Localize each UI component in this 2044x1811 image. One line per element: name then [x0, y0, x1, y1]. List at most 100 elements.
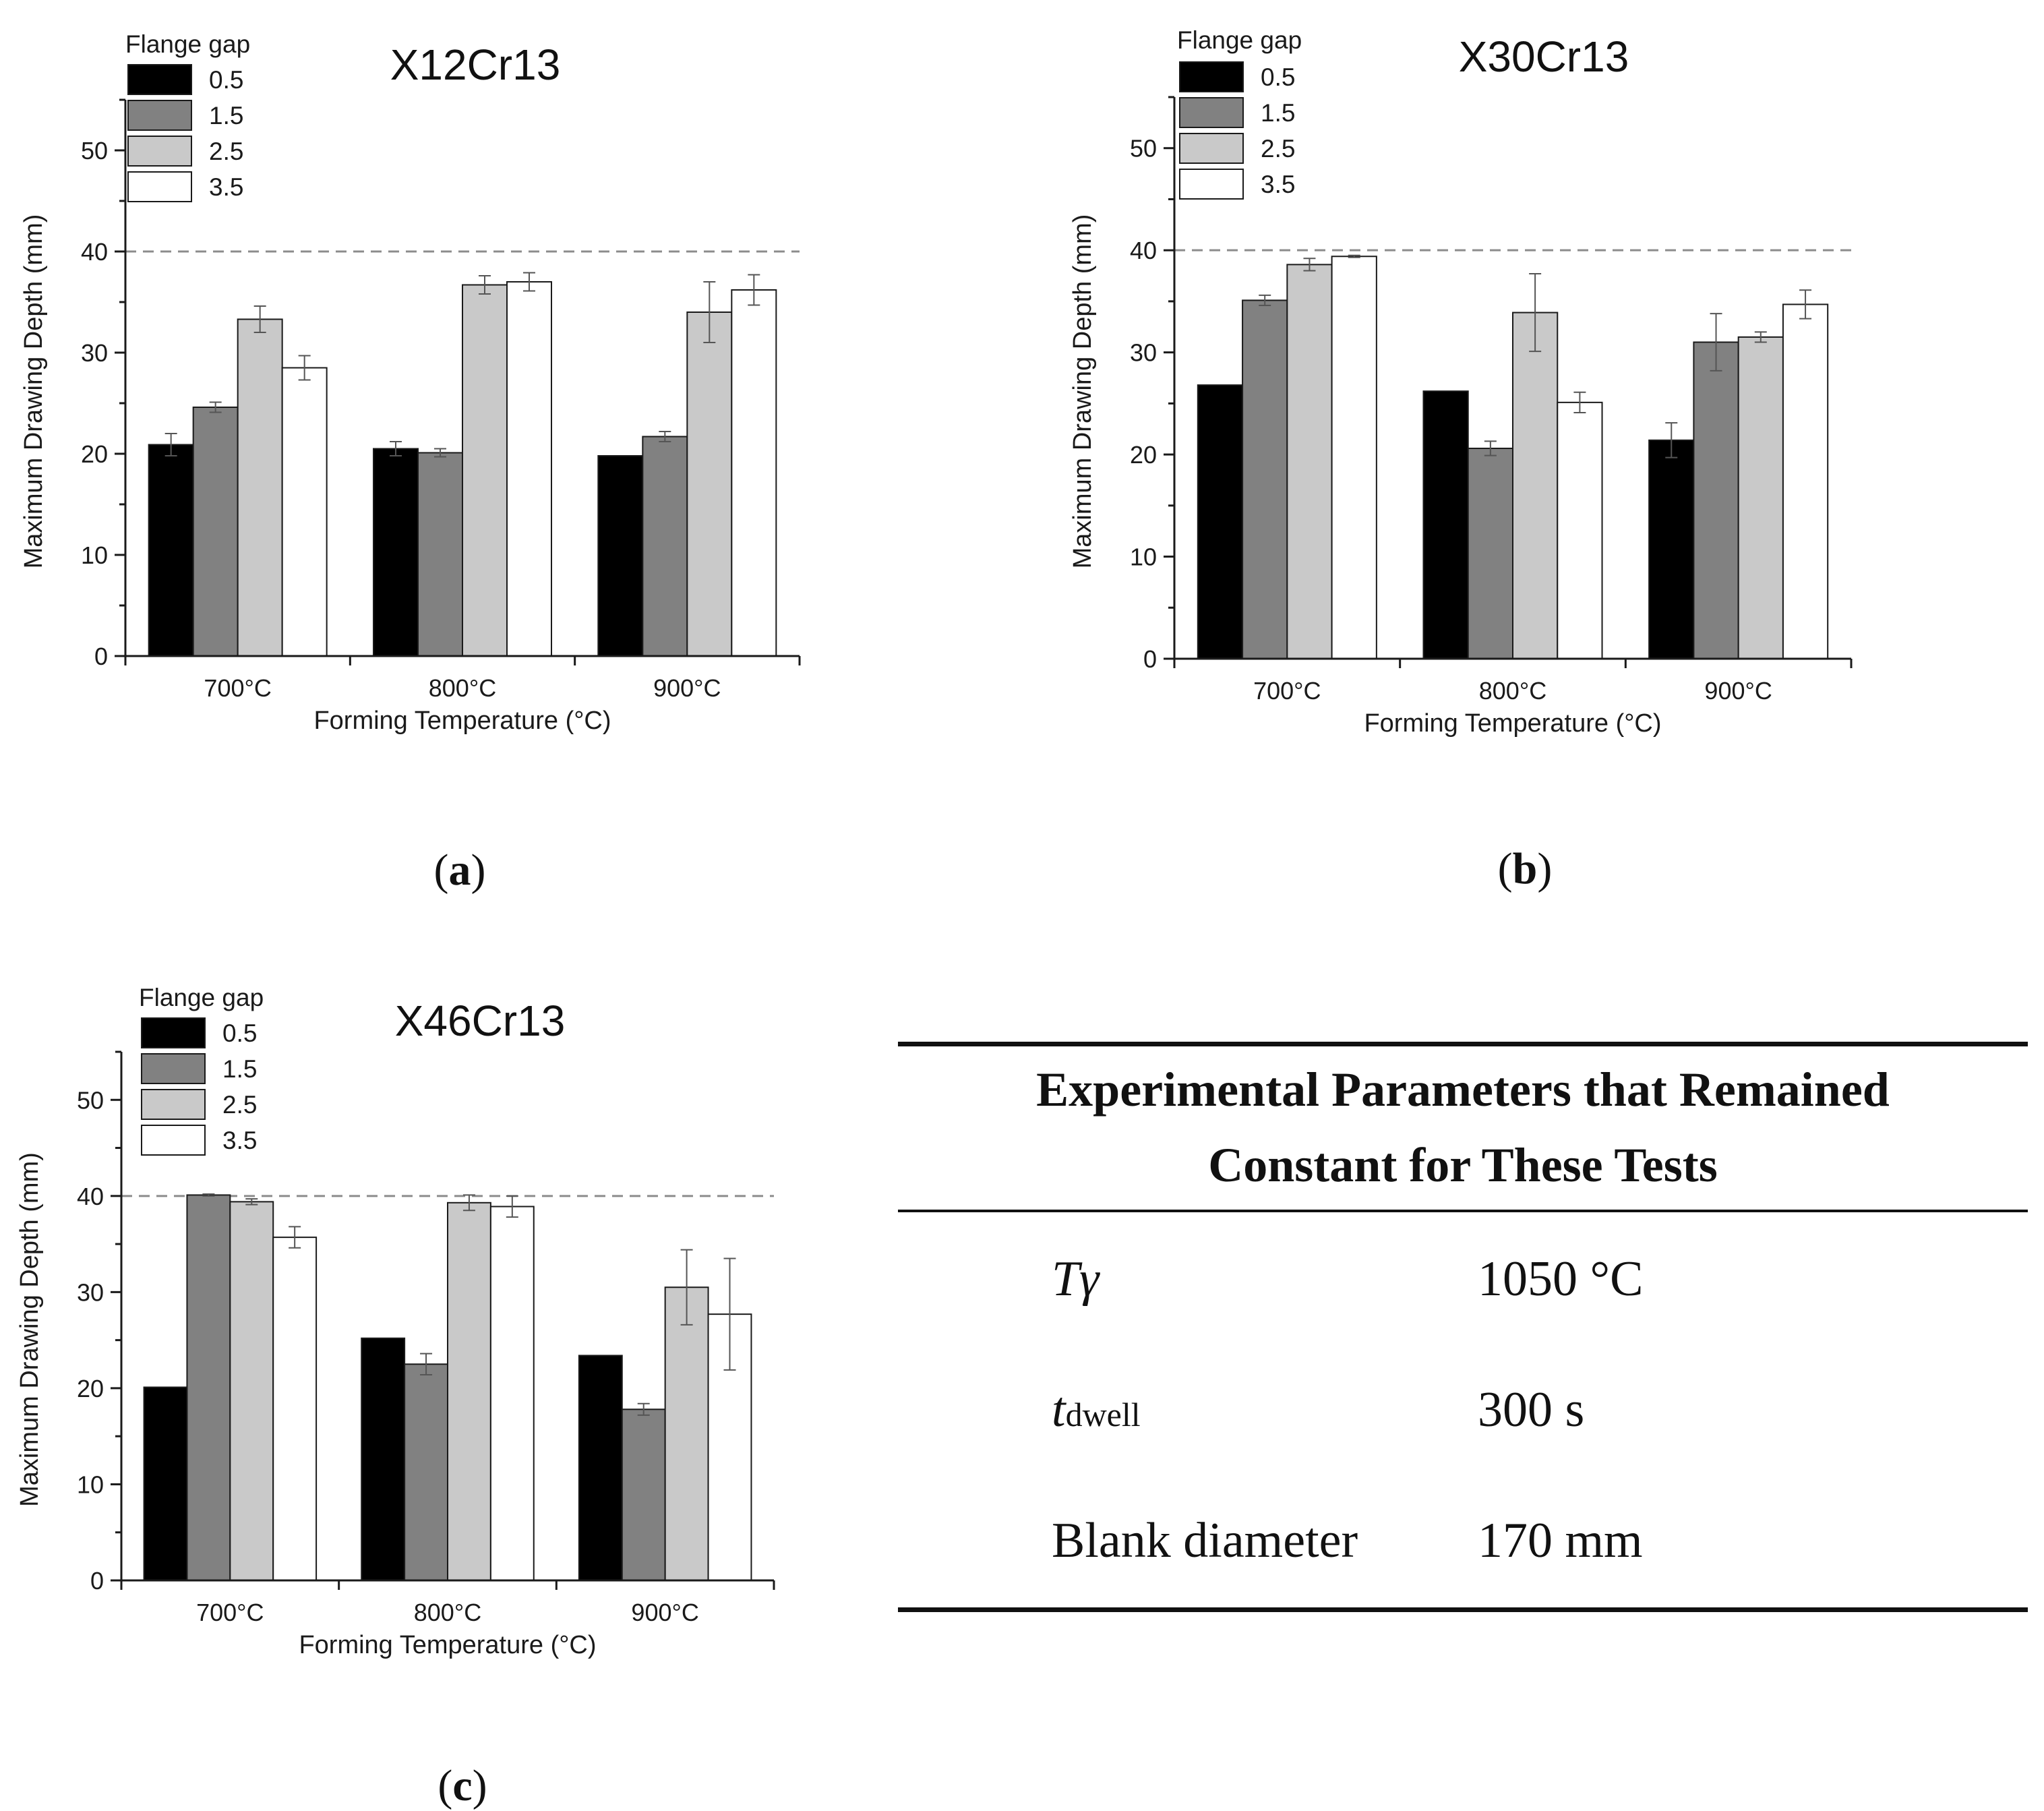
y-tick-label-30: 30 — [77, 1278, 104, 1306]
legend-label-1.5: 1.5 — [209, 102, 243, 129]
param-name: Tγ — [1052, 1251, 1100, 1307]
bar-3.5-700°C — [1331, 256, 1377, 659]
chart-panel-c: 0 10 20 30 40 50 700°C 800°C 900°C Forming Temper… — [16, 984, 775, 1810]
y-tick-label-20: 20 — [1130, 441, 1157, 469]
x-tick-label-700°C: 700°C — [196, 1599, 264, 1626]
legend-label-0.5: 0.5 — [209, 66, 243, 94]
bar-1.5-800°C — [1467, 448, 1514, 660]
legend-swatch-0.5 — [141, 1017, 206, 1048]
legend-swatch-3.5 — [141, 1125, 206, 1156]
y-tick-label-30: 30 — [1130, 339, 1157, 367]
bar-2.5-800°C — [447, 1201, 491, 1581]
legend-swatch-2.5 — [141, 1089, 206, 1120]
y-axis-title: Maximum Drawing Depth (mm) — [16, 1152, 44, 1507]
bar-0.5-900°C — [578, 1355, 623, 1581]
x-tick-label-800°C: 800°C — [1479, 677, 1546, 705]
y-tick-label-20: 20 — [77, 1375, 104, 1402]
y-tick-label-40: 40 — [81, 238, 108, 266]
y-tick-label-10: 10 — [81, 541, 108, 569]
legend-label-2.5: 2.5 — [222, 1091, 257, 1119]
bar-1.5-900°C — [621, 1408, 666, 1581]
legend: Flange gap 0.5 1.5 2.5 3.5 — [139, 984, 264, 1156]
bar-2.5-900°C — [686, 311, 733, 657]
bar-0.5-900°C — [1648, 439, 1695, 659]
table-bottom-rule — [898, 1607, 2028, 1612]
bar-0.5-700°C — [1197, 384, 1244, 659]
y-axis-title: Maximum Drawing Depth (mm) — [1069, 214, 1097, 569]
bar-2.5-900°C — [1737, 336, 1784, 659]
legend-swatch-3.5 — [127, 171, 192, 202]
y-tick-label-50: 50 — [1130, 135, 1157, 162]
legend-label-3.5: 3.5 — [1261, 171, 1295, 198]
bar-1.5-900°C — [642, 436, 688, 657]
legend-label-2.5: 2.5 — [209, 138, 243, 165]
x-tick-label-900°C: 900°C — [653, 674, 721, 702]
chart-title: X46Cr13 — [395, 997, 566, 1045]
param-name-subscript: dwell — [1065, 1395, 1141, 1433]
param-value: 170 mm — [1478, 1512, 1643, 1568]
legend-title: Flange gap — [139, 984, 264, 1011]
param-value: 1050 °C — [1478, 1251, 1644, 1307]
legend-swatch-2.5 — [1179, 133, 1244, 164]
x-tick-label-700°C: 700°C — [204, 674, 271, 702]
bar-0.5-700°C — [143, 1386, 188, 1581]
bar-1.5-800°C — [417, 452, 463, 657]
x-tick-label-900°C: 900°C — [631, 1599, 698, 1626]
param-name-main: t — [1052, 1382, 1066, 1437]
bar-0.5-800°C — [361, 1337, 406, 1581]
x-tick-label-700°C: 700°C — [1253, 677, 1321, 705]
table-row-t-gamma: Tγ 1050 °C — [898, 1214, 2028, 1344]
table-row-t-dwell: tdwell 300 s — [898, 1344, 2028, 1475]
legend-title: Flange gap — [1177, 26, 1302, 54]
y-axis-title: Maximum Drawing Depth (mm) — [20, 214, 48, 569]
x-axis-title: Forming Temperature (°C) — [299, 1631, 596, 1659]
bar-0.5-900°C — [597, 455, 644, 657]
legend-label-0.5: 0.5 — [222, 1019, 257, 1047]
y-tick-label-40: 40 — [77, 1183, 104, 1210]
bar-3.5-700°C — [281, 367, 328, 657]
y-tick-label-10: 10 — [77, 1471, 104, 1498]
legend-title: Flange gap — [125, 30, 250, 58]
bar-0.5-800°C — [373, 448, 419, 657]
bar-2.5-700°C — [229, 1201, 274, 1581]
x-tick-label-800°C: 800°C — [414, 1599, 481, 1626]
y-tick-label-30: 30 — [81, 339, 108, 367]
bar-1.5-700°C — [1242, 299, 1288, 659]
experimental-parameters-table: Experimental Parameters that Remained Co… — [898, 1042, 2028, 1612]
panel-label-b: (b) — [1498, 844, 1553, 893]
bar-3.5-900°C — [1782, 303, 1829, 660]
bar-3.5-800°C — [506, 281, 552, 657]
bar-3.5-900°C — [731, 289, 777, 657]
legend-label-3.5: 3.5 — [209, 173, 243, 201]
y-tick-label-20: 20 — [81, 440, 108, 468]
legend-swatch-2.5 — [127, 136, 192, 167]
bar-0.5-800°C — [1422, 390, 1469, 659]
legend: Flange gap 0.5 1.5 2.5 3.5 — [125, 30, 250, 202]
legend-label-1.5: 1.5 — [222, 1055, 257, 1083]
y-tick-label-0: 0 — [94, 643, 108, 670]
y-tick-label-0: 0 — [1143, 645, 1157, 673]
param-value: 300 s — [1478, 1382, 1585, 1437]
legend-swatch-3.5 — [1179, 169, 1244, 200]
table-heading-rule — [898, 1210, 2028, 1212]
bar-1.5-700°C — [186, 1194, 231, 1581]
bar-2.5-800°C — [462, 284, 508, 657]
chart-title: X12Cr13 — [390, 40, 561, 89]
legend-swatch-1.5 — [141, 1053, 206, 1084]
x-axis-title: Forming Temperature (°C) — [313, 707, 611, 735]
bar-2.5-900°C — [664, 1286, 709, 1581]
legend: Flange gap 0.5 1.5 2.5 3.5 — [1177, 26, 1302, 200]
legend-swatch-0.5 — [127, 64, 192, 95]
y-tick-label-0: 0 — [90, 1567, 104, 1595]
table-heading: Experimental Parameters that Remained Co… — [898, 1046, 2028, 1210]
table-heading-line-1: Experimental Parameters that Remained — [1036, 1063, 1890, 1117]
table-heading-line-2: Constant for These Tests — [1208, 1138, 1718, 1192]
bar-2.5-700°C — [1286, 264, 1333, 660]
bar-0.5-700°C — [148, 444, 194, 657]
bar-2.5-700°C — [237, 318, 283, 657]
legend-label-3.5: 3.5 — [222, 1127, 257, 1154]
legend-swatch-0.5 — [1179, 61, 1244, 92]
table-top-rule — [898, 1042, 2028, 1046]
panel-label-c: (c) — [438, 1761, 487, 1810]
